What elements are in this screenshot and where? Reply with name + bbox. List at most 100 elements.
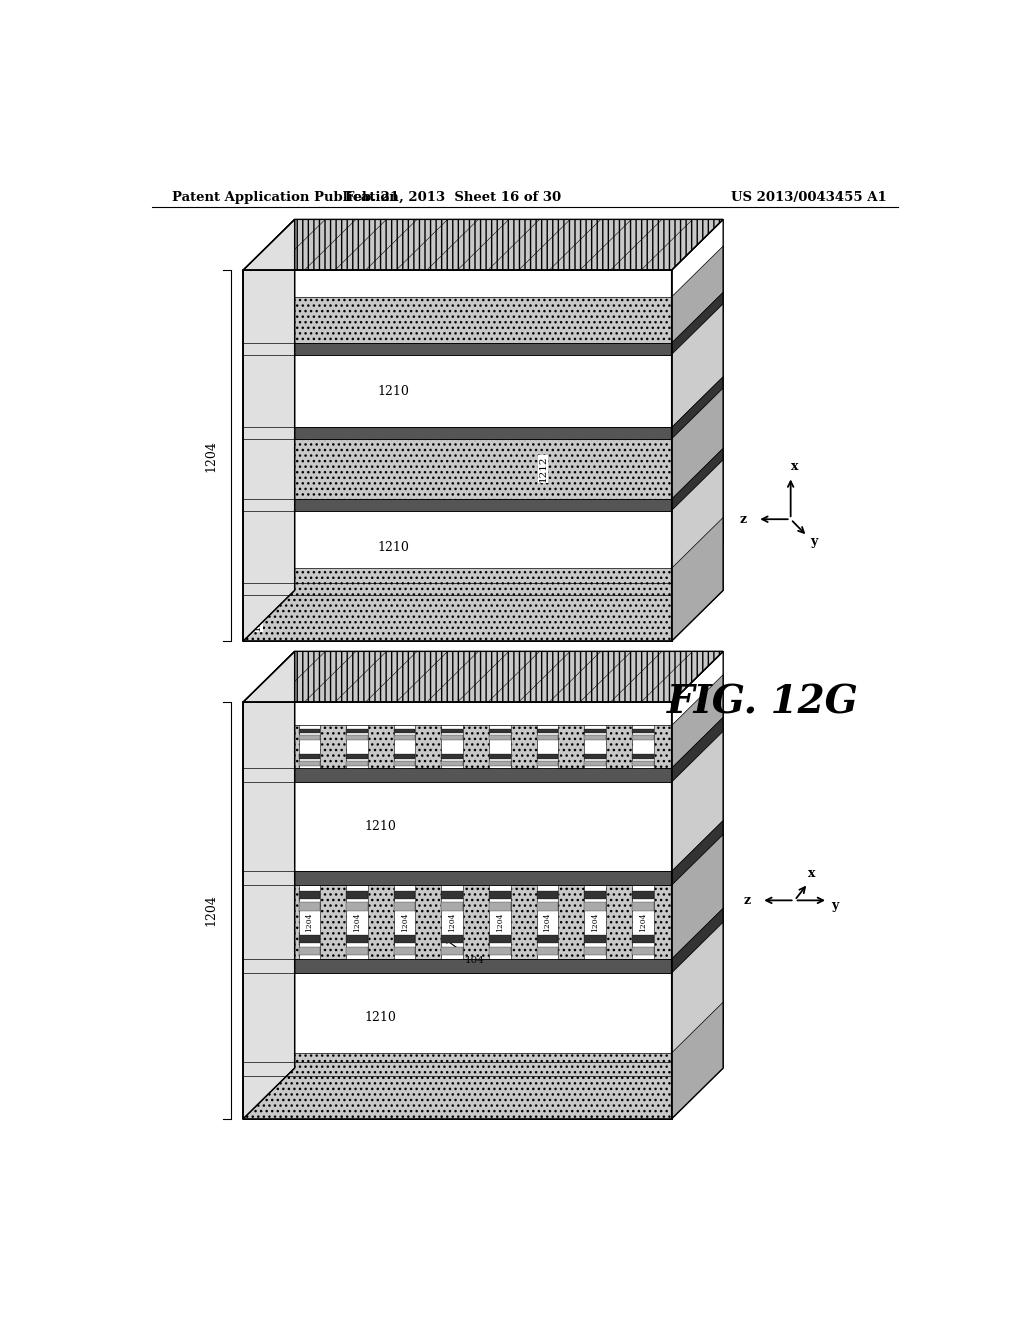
Polygon shape <box>243 355 672 428</box>
Polygon shape <box>441 760 463 766</box>
Text: z: z <box>743 894 751 907</box>
Polygon shape <box>243 343 672 355</box>
Polygon shape <box>441 891 463 899</box>
Text: x: x <box>791 459 799 473</box>
Polygon shape <box>251 760 272 766</box>
Polygon shape <box>243 438 672 499</box>
Polygon shape <box>299 760 321 766</box>
Polygon shape <box>299 729 321 733</box>
Polygon shape <box>672 908 723 973</box>
Text: FIG. 12G: FIG. 12G <box>667 684 859 721</box>
Polygon shape <box>243 651 295 1119</box>
Polygon shape <box>537 903 558 911</box>
Polygon shape <box>585 735 606 741</box>
Polygon shape <box>394 735 416 741</box>
Polygon shape <box>299 891 321 899</box>
Polygon shape <box>299 886 321 960</box>
Polygon shape <box>585 755 606 759</box>
Polygon shape <box>585 891 606 899</box>
Polygon shape <box>441 735 463 741</box>
Polygon shape <box>632 886 653 960</box>
Polygon shape <box>251 903 272 911</box>
Text: y: y <box>810 535 817 548</box>
Polygon shape <box>489 755 511 759</box>
Polygon shape <box>243 1063 672 1076</box>
Polygon shape <box>441 729 463 733</box>
Polygon shape <box>489 760 511 766</box>
Polygon shape <box>299 936 321 942</box>
Text: z: z <box>739 512 746 525</box>
Polygon shape <box>251 726 272 768</box>
Polygon shape <box>672 304 723 428</box>
Text: 1204: 1204 <box>591 912 599 932</box>
Polygon shape <box>346 760 368 766</box>
Polygon shape <box>346 946 368 956</box>
Polygon shape <box>489 729 511 733</box>
Polygon shape <box>243 960 672 973</box>
Text: 1204: 1204 <box>544 912 552 932</box>
Polygon shape <box>537 891 558 899</box>
Text: 1212: 1212 <box>253 722 262 748</box>
Polygon shape <box>441 946 463 956</box>
Polygon shape <box>585 726 606 768</box>
Polygon shape <box>632 760 653 766</box>
Polygon shape <box>346 903 368 911</box>
Polygon shape <box>489 891 511 899</box>
Polygon shape <box>672 731 723 871</box>
Polygon shape <box>489 726 511 768</box>
Polygon shape <box>672 388 723 499</box>
Polygon shape <box>632 891 653 899</box>
Polygon shape <box>251 735 272 741</box>
Polygon shape <box>672 717 723 783</box>
Polygon shape <box>346 936 368 942</box>
Polygon shape <box>585 760 606 766</box>
Polygon shape <box>585 729 606 733</box>
Polygon shape <box>489 946 511 956</box>
Polygon shape <box>243 297 672 343</box>
Polygon shape <box>251 891 272 899</box>
Polygon shape <box>299 735 321 741</box>
Polygon shape <box>672 517 723 642</box>
Polygon shape <box>346 755 368 759</box>
Polygon shape <box>672 533 723 595</box>
Polygon shape <box>243 783 672 871</box>
Polygon shape <box>394 755 416 759</box>
Polygon shape <box>394 903 416 911</box>
Polygon shape <box>672 376 723 438</box>
Polygon shape <box>672 821 723 886</box>
Polygon shape <box>394 886 416 960</box>
Polygon shape <box>672 246 723 343</box>
Polygon shape <box>243 428 672 438</box>
Polygon shape <box>537 946 558 956</box>
Polygon shape <box>251 936 272 942</box>
Polygon shape <box>394 726 416 768</box>
Polygon shape <box>346 886 368 960</box>
Polygon shape <box>243 973 672 1063</box>
Polygon shape <box>243 726 672 768</box>
Polygon shape <box>394 946 416 956</box>
Text: 1212: 1212 <box>539 455 548 482</box>
Text: 1210: 1210 <box>365 1011 396 1024</box>
Polygon shape <box>346 891 368 899</box>
Polygon shape <box>632 735 653 741</box>
Polygon shape <box>251 946 272 956</box>
Polygon shape <box>585 936 606 942</box>
Text: 1212: 1212 <box>253 1056 262 1082</box>
Polygon shape <box>489 903 511 911</box>
Polygon shape <box>489 886 511 960</box>
Text: 1204: 1204 <box>253 909 262 936</box>
Text: 1204: 1204 <box>496 912 504 932</box>
Text: US 2013/0043455 A1: US 2013/0043455 A1 <box>731 190 887 203</box>
Polygon shape <box>632 936 653 942</box>
Polygon shape <box>243 871 672 886</box>
Polygon shape <box>489 735 511 741</box>
Polygon shape <box>672 292 723 355</box>
Text: 1212: 1212 <box>253 293 262 319</box>
Polygon shape <box>346 726 368 768</box>
Polygon shape <box>441 936 463 942</box>
Text: 1204: 1204 <box>400 912 409 932</box>
Text: 1204: 1204 <box>449 912 457 932</box>
Polygon shape <box>672 1002 723 1119</box>
Polygon shape <box>672 675 723 768</box>
Polygon shape <box>394 936 416 942</box>
